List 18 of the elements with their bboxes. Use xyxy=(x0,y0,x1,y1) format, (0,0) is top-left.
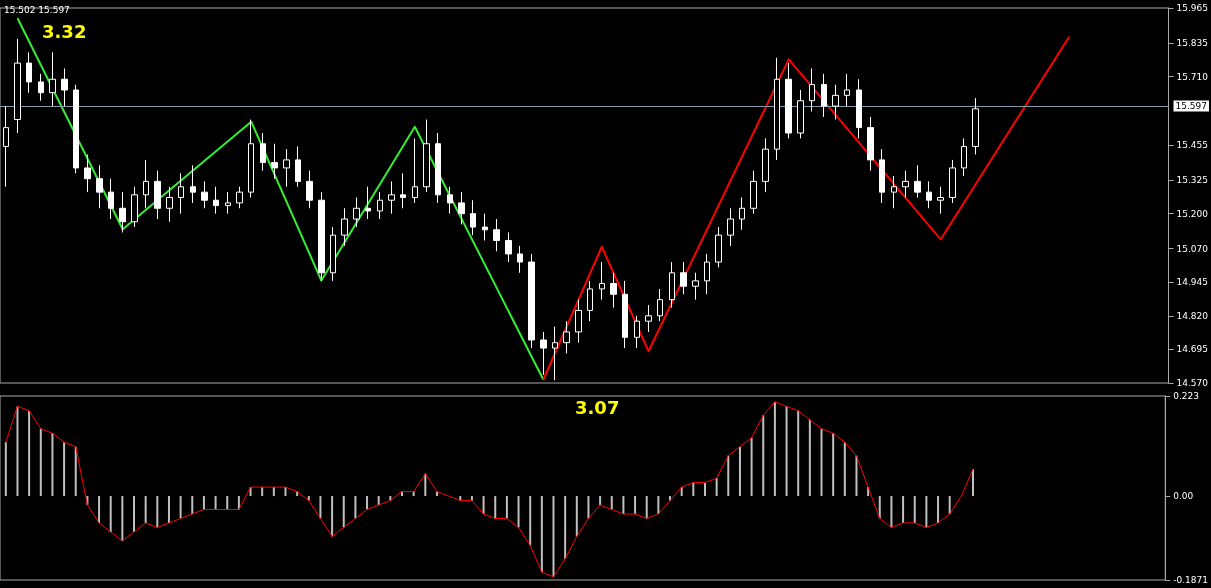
y-tick-label: 14.945 xyxy=(1176,277,1209,288)
annotation: 3.07 xyxy=(575,396,620,418)
y-tick-label: 14.695 xyxy=(1176,344,1209,355)
y-tick-label: 15.070 xyxy=(1176,243,1209,254)
y-tick-label: 15.325 xyxy=(1176,175,1209,186)
y-tick-label: 15.200 xyxy=(1176,208,1209,219)
y-tick-label: 14.570 xyxy=(1176,378,1209,388)
y-tick-label: 0.223 xyxy=(1173,391,1200,401)
y-tick-label: 15.835 xyxy=(1176,37,1209,48)
y-tick-label: 15.455 xyxy=(1176,140,1209,151)
y-tick-label: -0.1871 xyxy=(1173,575,1209,585)
y-tick-label: 14.820 xyxy=(1176,310,1209,321)
annotation: 3.32 xyxy=(42,20,87,42)
annotation: 15.502 15.597 xyxy=(4,4,70,15)
y-tick-label: 0.00 xyxy=(1173,491,1194,502)
y-tick-label: 15.710 xyxy=(1176,71,1209,82)
ref-line-label: 15.597 xyxy=(1175,101,1208,112)
y-tick-label: 15.965 xyxy=(1176,3,1209,13)
